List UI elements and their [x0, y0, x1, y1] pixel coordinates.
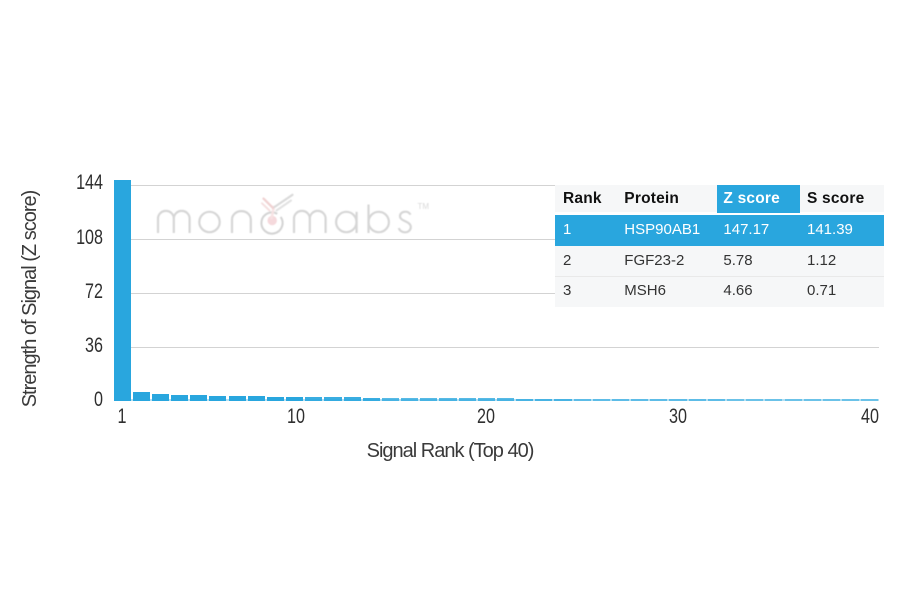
svg-text:TM: TM	[418, 202, 430, 211]
